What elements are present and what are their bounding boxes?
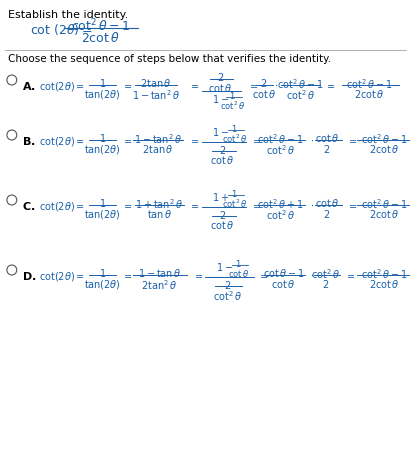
Text: $2$: $2$ [219, 209, 226, 221]
Text: $1$: $1$ [231, 188, 238, 199]
Text: $=$: $=$ [189, 200, 200, 210]
Text: $\cot^2\theta-1$: $\cot^2\theta-1$ [277, 77, 324, 91]
Text: $2\cot\theta$: $2\cot\theta$ [369, 278, 399, 290]
Text: $2\cot\theta$: $2\cot\theta$ [369, 143, 399, 155]
Text: $\cot^2\theta-1$: $\cot^2\theta-1$ [361, 267, 407, 281]
Text: $=$: $=$ [347, 200, 358, 210]
Text: $\cot^2\theta$: $\cot^2\theta$ [311, 267, 340, 281]
Text: $\cdot$: $\cdot$ [310, 270, 314, 280]
Text: $\cot\theta$: $\cot\theta$ [315, 197, 339, 209]
Text: $\mathbf{D.}$: $\mathbf{D.}$ [22, 270, 36, 282]
Text: $\cot^2\theta-1$: $\cot^2\theta-1$ [346, 77, 393, 91]
Text: $2\tan\theta$: $2\tan\theta$ [142, 143, 173, 155]
Text: $\mathbf{B.}$: $\mathbf{B.}$ [22, 135, 35, 147]
Text: $2\cot\theta$: $2\cot\theta$ [369, 208, 399, 220]
Text: $\cot\theta-1$: $\cot\theta-1$ [263, 267, 305, 279]
Text: $\mathbf{A.}$: $\mathbf{A.}$ [22, 80, 35, 92]
Text: $1$: $1$ [99, 267, 106, 279]
Text: $1$: $1$ [99, 132, 106, 144]
Text: $=$: $=$ [251, 200, 262, 210]
Text: $\tan(2\theta)$: $\tan(2\theta)$ [84, 208, 121, 221]
Text: $1-\tan^2\theta$: $1-\tan^2\theta$ [133, 132, 182, 146]
Text: $\cdot$: $\cdot$ [310, 200, 314, 210]
Text: $1$: $1$ [231, 123, 238, 134]
Text: $2$: $2$ [261, 77, 268, 89]
Text: $=$: $=$ [122, 80, 133, 90]
Text: $=$: $=$ [251, 135, 262, 145]
Text: $1-\tan^2\theta$: $1-\tan^2\theta$ [131, 88, 180, 102]
Text: $=$: $=$ [122, 270, 133, 280]
Text: $\cot\,(2\theta) = $: $\cot\,(2\theta) = $ [30, 22, 92, 37]
Text: $2$: $2$ [322, 278, 329, 290]
Text: $\cot\theta$: $\cot\theta$ [252, 88, 276, 100]
Text: $=$: $=$ [122, 200, 133, 210]
Text: $1-\tan\theta$: $1-\tan\theta$ [138, 267, 181, 279]
Text: $=$: $=$ [193, 270, 204, 280]
Text: $1 -$: $1 -$ [212, 93, 229, 105]
Text: $2$: $2$ [224, 279, 231, 291]
Text: $\cot^2\theta-1$: $\cot^2\theta-1$ [361, 197, 407, 211]
Text: $\cot^2\theta+1$: $\cot^2\theta+1$ [257, 197, 304, 211]
Text: $1$: $1$ [229, 90, 236, 101]
Text: $\mathbf{C.}$: $\mathbf{C.}$ [22, 200, 35, 212]
Text: $\cot(2\theta) =$: $\cot(2\theta) =$ [40, 80, 85, 93]
Text: Choose the sequence of steps below that verifies the identity.: Choose the sequence of steps below that … [8, 54, 331, 64]
Text: $1 -$: $1 -$ [212, 126, 229, 138]
Text: $=$: $=$ [325, 80, 336, 90]
Text: $=$: $=$ [347, 135, 358, 145]
Text: $\cot^2\theta$: $\cot^2\theta$ [213, 289, 242, 303]
Text: $\cot^2\theta-1$: $\cot^2\theta-1$ [257, 132, 304, 146]
Text: $\cot^2\theta - 1$: $\cot^2\theta - 1$ [71, 18, 130, 34]
Text: $=$: $=$ [345, 270, 356, 280]
Text: $=$: $=$ [122, 135, 133, 145]
Text: $\cot^2\theta-1$: $\cot^2\theta-1$ [361, 132, 407, 146]
Text: $=$: $=$ [189, 135, 200, 145]
Text: $2$: $2$ [219, 144, 226, 156]
Text: $2\tan\theta$: $2\tan\theta$ [140, 77, 171, 89]
Text: $\cot(2\theta) =$: $\cot(2\theta) =$ [40, 270, 85, 283]
Text: $2\cot\theta$: $2\cot\theta$ [81, 31, 120, 45]
Text: $\cot^2\theta$: $\cot^2\theta$ [266, 143, 295, 157]
Text: $\cot\theta$: $\cot\theta$ [315, 132, 339, 144]
Text: $\cot^2\theta$: $\cot^2\theta$ [220, 100, 245, 112]
Text: Establish the identity.: Establish the identity. [8, 10, 128, 20]
Text: $\cot(2\theta) =$: $\cot(2\theta) =$ [40, 135, 85, 148]
Text: $\cot^2\theta$: $\cot^2\theta$ [222, 133, 247, 145]
Text: $\cot\theta$: $\cot\theta$ [271, 278, 296, 290]
Text: $\tan(2\theta)$: $\tan(2\theta)$ [84, 143, 121, 156]
Text: $=$: $=$ [189, 80, 200, 90]
Text: $\cot\theta$: $\cot\theta$ [208, 82, 233, 94]
Text: $2\tan^2\theta$: $2\tan^2\theta$ [141, 278, 178, 292]
Text: $\tan(2\theta)$: $\tan(2\theta)$ [84, 278, 121, 291]
Text: $2$: $2$ [217, 71, 224, 83]
Text: $\cot\theta$: $\cot\theta$ [211, 154, 235, 166]
Text: $1$: $1$ [235, 258, 242, 269]
Text: $\cot^2\theta$: $\cot^2\theta$ [286, 88, 315, 102]
Text: $\cdot$: $\cdot$ [274, 80, 278, 90]
Text: $=$: $=$ [258, 270, 269, 280]
Text: $1$: $1$ [99, 77, 106, 89]
Text: $1+\tan^2\theta$: $1+\tan^2\theta$ [136, 197, 184, 211]
Text: $1$: $1$ [99, 197, 106, 209]
Text: $\cdot$: $\cdot$ [310, 135, 314, 145]
Text: $\cot(2\theta) =$: $\cot(2\theta) =$ [40, 200, 85, 213]
Text: $=$: $=$ [248, 80, 259, 90]
Text: $\cot\theta$: $\cot\theta$ [211, 219, 235, 231]
Text: $\tan\theta$: $\tan\theta$ [147, 208, 172, 220]
Text: $1 +$: $1 +$ [212, 191, 229, 203]
Text: $2$: $2$ [324, 208, 331, 220]
Text: $1 -$: $1 -$ [216, 261, 233, 273]
Text: $2\cot\theta$: $2\cot\theta$ [354, 88, 385, 100]
Text: $\cot^2\theta$: $\cot^2\theta$ [222, 198, 247, 211]
Text: $\cot\theta$: $\cot\theta$ [228, 268, 249, 279]
Text: $2$: $2$ [324, 143, 331, 155]
Text: $\tan(2\theta)$: $\tan(2\theta)$ [84, 88, 121, 101]
Text: $\cot^2\theta$: $\cot^2\theta$ [266, 208, 295, 222]
